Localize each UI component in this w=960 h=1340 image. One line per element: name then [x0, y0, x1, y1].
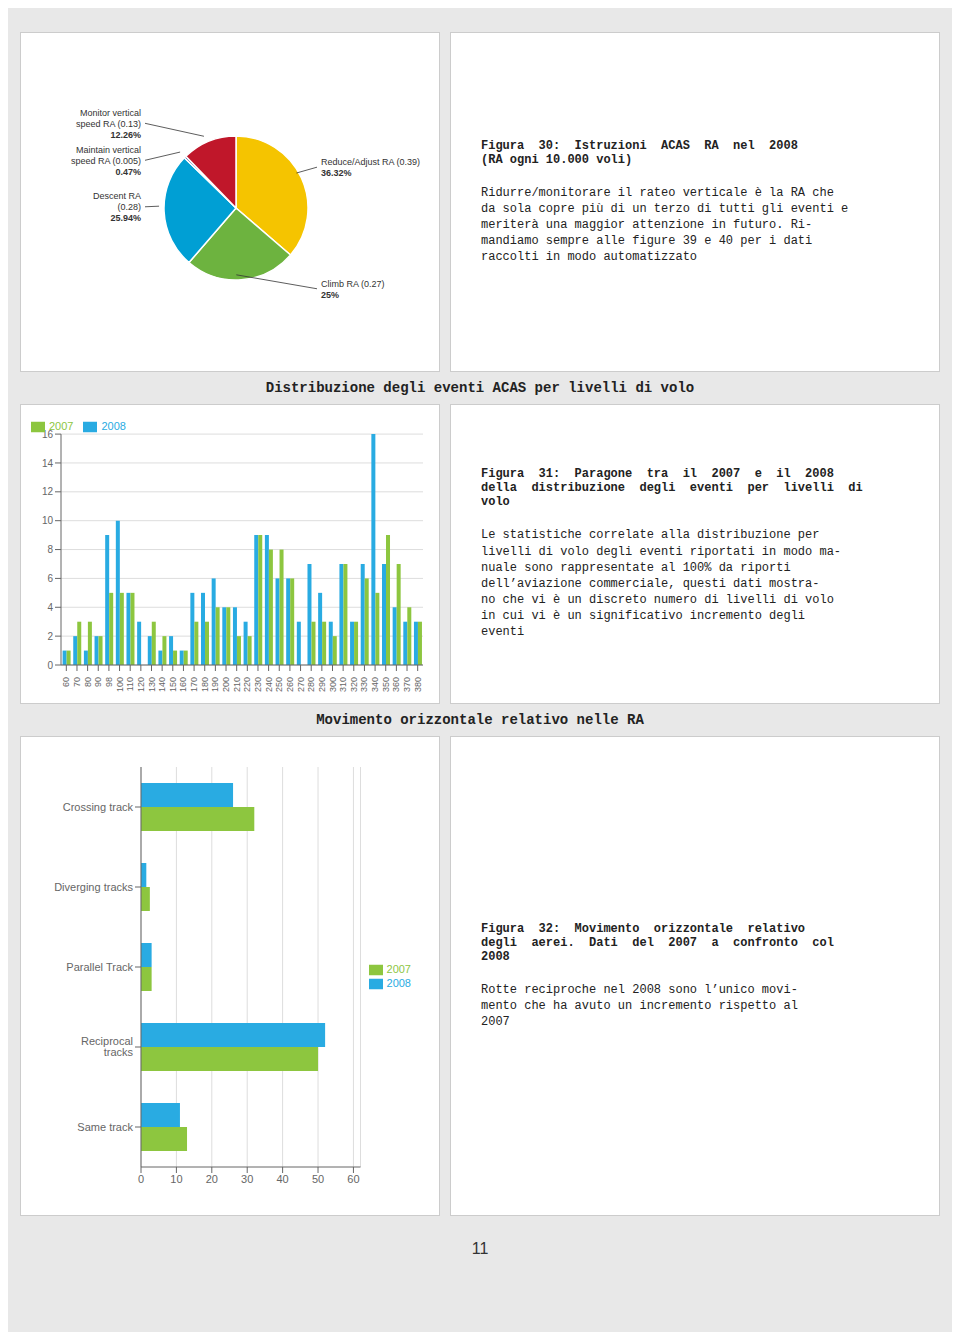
svg-text:150: 150 — [168, 677, 178, 692]
svg-text:Crossing track: Crossing track — [63, 801, 134, 813]
svg-text:Reduce/Adjust RA (0.39)36.32%: Reduce/Adjust RA (0.39)36.32% — [321, 157, 420, 178]
svg-text:10: 10 — [42, 515, 54, 526]
svg-text:60: 60 — [347, 1173, 359, 1185]
svg-text:320: 320 — [349, 677, 359, 692]
svg-text:98: 98 — [104, 677, 114, 687]
html-text:Figura 32: Movimento orizzonta: Figura 32: Movimento orizzontale relativ… — [481, 921, 834, 964]
svg-text:380: 380 — [413, 677, 423, 692]
html-text:Ridurre/monitorare il rateo ve: Ridurre/monitorare il rateo verticale è … — [481, 185, 849, 265]
svg-text:16: 16 — [42, 429, 54, 440]
svg-text:210: 210 — [232, 677, 242, 692]
svg-text:110: 110 — [125, 677, 135, 691]
svg-text:30: 30 — [241, 1173, 253, 1185]
svg-text:4: 4 — [47, 602, 53, 613]
svg-text:Climb RA (0.27)25%: Climb RA (0.27)25% — [321, 279, 385, 300]
svg-text:40: 40 — [276, 1173, 288, 1185]
svg-text:Same track: Same track — [77, 1121, 133, 1133]
html-text:2008: 2008 — [386, 977, 411, 989]
svg-text:50: 50 — [312, 1173, 324, 1185]
svg-text:8: 8 — [47, 544, 53, 555]
svg-text:240: 240 — [264, 677, 274, 692]
svg-text:370: 370 — [402, 677, 412, 692]
svg-text:100: 100 — [115, 677, 125, 692]
svg-text:0: 0 — [47, 660, 53, 671]
svg-text:Parallel Track: Parallel Track — [66, 961, 133, 973]
svg-text:12: 12 — [42, 486, 54, 497]
svg-text:Reciprocaltracks: Reciprocaltracks — [81, 1035, 133, 1058]
svg-text:10: 10 — [170, 1173, 182, 1185]
svg-text:340: 340 — [370, 677, 380, 692]
svg-text:Maintain verticalspeed RA (0.0: Maintain verticalspeed RA (0.005)0.47% — [71, 145, 141, 177]
svg-text:290: 290 — [317, 677, 327, 692]
svg-text:360: 360 — [391, 677, 401, 692]
html-text:Le statistiche correlate alla: Le statistiche correlate alla distribuzi… — [481, 528, 842, 640]
svg-text:300: 300 — [328, 677, 338, 692]
html-text:Figura 30: Istruzioni ACAS RA: Figura 30: Istruzioni ACAS RA nel 2008 (… — [481, 138, 798, 167]
html-text:Figura 31: Paragone tra il 200: Figura 31: Paragone tra il 2007 e il 200… — [481, 467, 863, 510]
svg-text:200: 200 — [221, 677, 231, 692]
svg-text:130: 130 — [147, 677, 157, 692]
svg-text:270: 270 — [296, 677, 306, 692]
svg-text:230: 230 — [253, 677, 263, 692]
svg-text:180: 180 — [200, 677, 210, 692]
svg-text:0: 0 — [138, 1173, 144, 1185]
svg-text:160: 160 — [178, 677, 188, 692]
html-text:2008: 2008 — [101, 420, 126, 432]
svg-text:60: 60 — [61, 677, 71, 687]
svg-text:170: 170 — [189, 677, 199, 692]
svg-text:280: 280 — [306, 677, 316, 692]
svg-text:6: 6 — [47, 573, 53, 584]
svg-text:310: 310 — [338, 677, 348, 692]
svg-text:80: 80 — [83, 677, 93, 687]
html-text:Distribuzione degli eventi ACA: Distribuzione degli eventi ACAS per live… — [265, 380, 695, 396]
svg-text:2: 2 — [47, 631, 53, 642]
svg-text:350: 350 — [381, 677, 391, 692]
svg-text:260: 260 — [285, 677, 295, 692]
svg-text:Monitor verticalspeed RA (0.13: Monitor verticalspeed RA (0.13)12.26% — [76, 108, 141, 140]
svg-text:330: 330 — [359, 677, 369, 692]
svg-text:190: 190 — [210, 677, 220, 692]
svg-text:Descent RA(0.28)25.94%: Descent RA(0.28)25.94% — [93, 191, 141, 223]
svg-text:140: 140 — [157, 677, 167, 692]
svg-text:250: 250 — [274, 677, 284, 692]
html-text:Movimento orizzontale relativo: Movimento orizzontale relativo nelle RA — [316, 712, 644, 728]
html-text:11: 11 — [471, 1240, 489, 1257]
svg-text:14: 14 — [42, 458, 54, 469]
svg-text:70: 70 — [72, 677, 82, 687]
html-text:2007: 2007 — [49, 420, 74, 432]
html-text:Rotte reciproche nel 2008 sono: Rotte reciproche nel 2008 sono l’unico m… — [481, 982, 798, 1030]
svg-text:120: 120 — [136, 677, 146, 692]
svg-text:20: 20 — [206, 1173, 218, 1185]
html-text:2007: 2007 — [386, 962, 411, 975]
svg-text:220: 220 — [242, 677, 252, 692]
svg-text:90: 90 — [93, 677, 103, 687]
svg-text:Diverging tracks: Diverging tracks — [54, 881, 133, 893]
